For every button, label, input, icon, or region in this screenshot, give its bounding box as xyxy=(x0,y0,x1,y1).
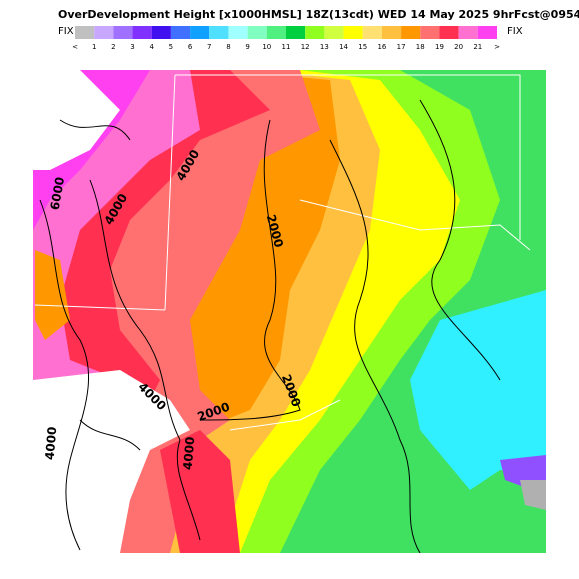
colorbar-swatch xyxy=(439,26,459,39)
colorbar-label: 8 xyxy=(226,43,230,51)
colorbar-swatch xyxy=(420,26,440,39)
colorbar-label: 15 xyxy=(358,43,367,51)
colorbar-label: 21 xyxy=(473,43,482,51)
colorbar-label: 4 xyxy=(149,43,154,51)
colorbar-swatch xyxy=(113,26,133,39)
colorbar-swatch xyxy=(228,26,248,39)
colorbar-label: 17 xyxy=(397,43,406,51)
colorbar-swatch xyxy=(362,26,382,39)
map: 6000 4000 4000 2000 2000 4000 2000 4000 … xyxy=(33,70,546,553)
colorbar-label: 5 xyxy=(169,43,173,51)
colorbar-label: 10 xyxy=(262,43,271,51)
colorbar-label: > xyxy=(494,43,500,51)
colorbar-swatch xyxy=(381,26,402,39)
colorbar-swatch xyxy=(209,26,229,39)
colorbar-swatch xyxy=(305,26,325,39)
colorbar-swatch xyxy=(247,26,267,39)
colorbar-label: 14 xyxy=(339,43,348,51)
colorbar-swatch xyxy=(477,26,497,39)
colorbar-label: 9 xyxy=(245,43,249,51)
colorbar-swatch xyxy=(132,26,152,39)
colorbar-label: 11 xyxy=(282,43,291,51)
colorbar-label: < xyxy=(72,43,78,51)
colorbar-label: 1 xyxy=(92,43,96,51)
colorbar-label: 20 xyxy=(454,43,463,51)
colorbar-swatch xyxy=(343,26,363,39)
colorbar-label: 6 xyxy=(188,43,193,51)
colorbar-label: 19 xyxy=(435,43,444,51)
colorbar-swatch xyxy=(324,26,344,39)
colorbar-swatch xyxy=(401,26,421,39)
colorbar-label: 18 xyxy=(416,43,425,51)
contour-label: 6000 xyxy=(48,176,68,211)
contour-label: 4000 xyxy=(43,426,60,460)
colorbar-label: 12 xyxy=(301,43,310,51)
colorbar-swatch xyxy=(151,26,171,39)
colorbar-swatch xyxy=(266,26,286,39)
fix-left: FIX xyxy=(58,26,74,37)
contour-label: 4000 xyxy=(181,436,198,470)
fix-right: FIX xyxy=(507,26,523,37)
colorbar: <1 2 3 4 5 6 7 8 9 10 11 12 13 14 15 16 17 18 19 20 21 > xyxy=(72,26,500,51)
title: OverDevelopment Height [x1000HMSL] 18Z(1… xyxy=(58,8,579,21)
colorbar-swatch xyxy=(94,26,114,39)
colorbar-swatch xyxy=(458,26,478,39)
colorbar-swatch xyxy=(75,26,95,39)
colorbar-label: 7 xyxy=(207,43,211,51)
colorbar-label: 16 xyxy=(377,43,386,51)
colorbar-label: 2 xyxy=(111,43,115,51)
colorbar-label: 3 xyxy=(130,43,134,51)
colorbar-label: 13 xyxy=(320,43,329,51)
colorbar-swatch xyxy=(190,26,210,39)
colorbar-swatch xyxy=(286,26,306,39)
colorbar-swatch xyxy=(170,26,191,39)
